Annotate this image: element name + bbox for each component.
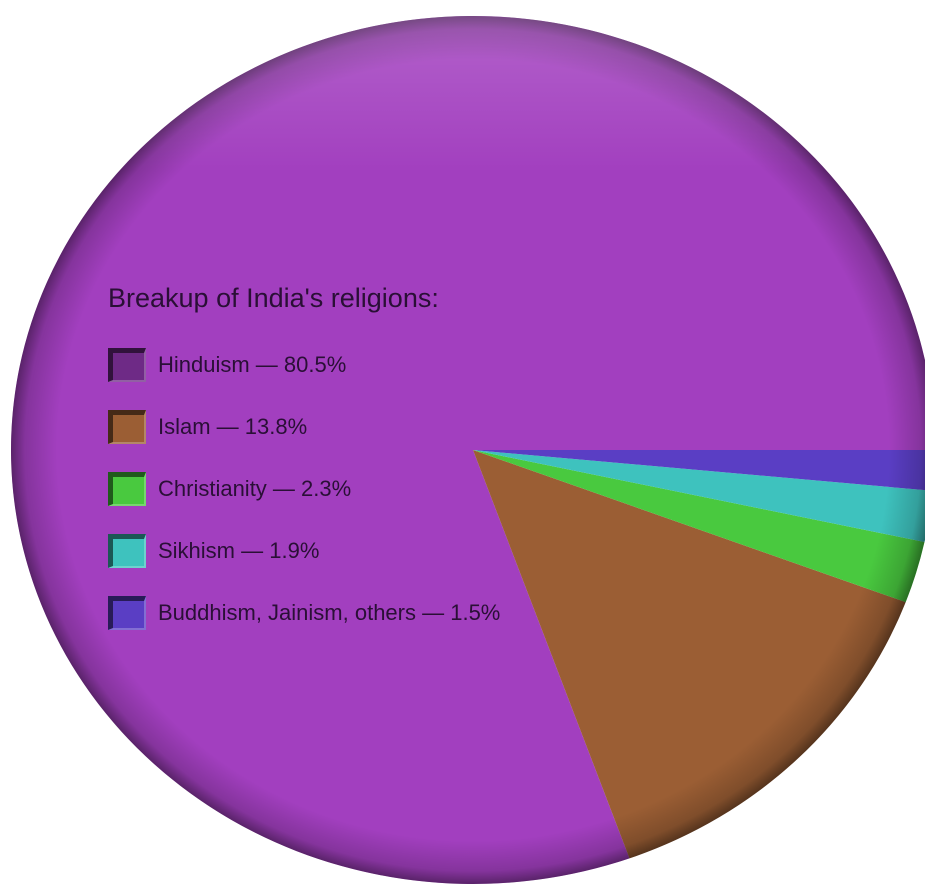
legend-item-islam: Islam — 13.8% xyxy=(108,396,500,458)
legend-item-sikhism: Sikhism — 1.9% xyxy=(108,520,500,582)
legend-label-islam: Islam — 13.8% xyxy=(158,414,308,439)
legend-label-christianity: Christianity — 2.3% xyxy=(158,476,352,501)
legend-item-christianity: Christianity — 2.3% xyxy=(108,458,500,520)
legend-swatch-islam xyxy=(108,410,146,444)
chart-title: Breakup of India's religions: xyxy=(108,283,439,313)
legend-label-sikhism: Sikhism — 1.9% xyxy=(158,538,320,563)
legend-swatch-hinduism xyxy=(108,348,146,382)
legend-item-hinduism: Hinduism — 80.5% xyxy=(108,334,500,396)
legend: Breakup of India's religions: Hinduism —… xyxy=(108,276,500,644)
legend-swatch-sikhism xyxy=(108,534,146,568)
legend-item-buddhism-jainism-others: Buddhism, Jainism, others — 1.5% xyxy=(108,582,500,644)
legend-label-buddhism-jainism-others: Buddhism, Jainism, others — 1.5% xyxy=(158,600,501,625)
legend-swatch-christianity xyxy=(108,472,146,506)
pie-top-highlight xyxy=(11,16,925,884)
legend-swatch-buddhism-jainism-others xyxy=(108,596,146,630)
legend-label-hinduism: Hinduism — 80.5% xyxy=(158,352,347,377)
